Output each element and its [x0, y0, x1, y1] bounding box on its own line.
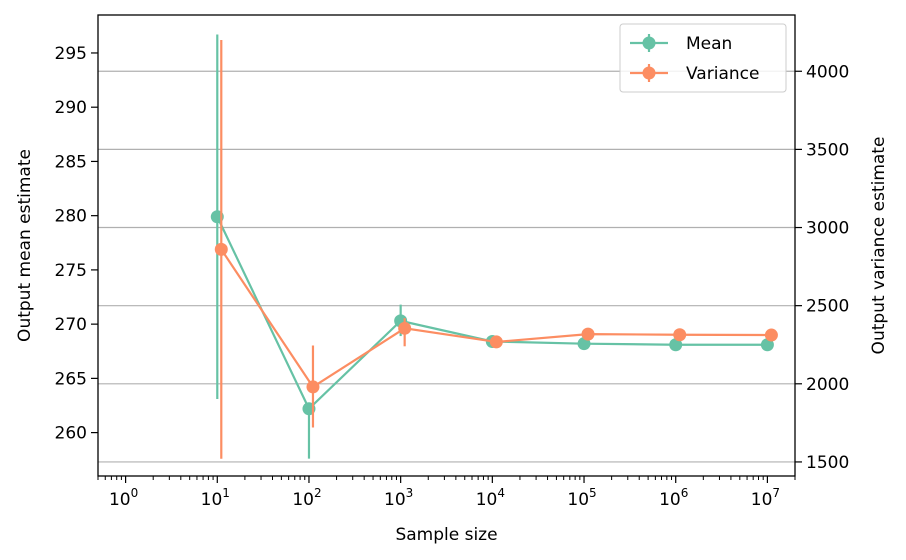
data-point-variance [489, 335, 503, 349]
y-right-tick-label: 1500 [806, 453, 849, 473]
data-point-variance [673, 328, 687, 342]
x-tick-label: 106 [659, 486, 688, 510]
y-left-tick-label: 295 [55, 44, 87, 64]
legend-label: Variance [686, 64, 759, 84]
y-right-tick-label: 3000 [806, 219, 849, 239]
data-point-variance [581, 327, 595, 341]
y-left-tick-label: 260 [55, 424, 87, 444]
x-axis-label: Sample size [395, 525, 497, 545]
y-left-tick-label: 265 [55, 369, 87, 389]
series-line-mean [216, 216, 768, 411]
legend-label: Mean [686, 34, 732, 54]
plot-frame [97, 14, 796, 477]
y-left-tick-label: 270 [55, 315, 87, 335]
y-axis-right-label: Output variance estimate [869, 137, 889, 355]
x-tick-label: 102 [292, 486, 321, 510]
data-point-variance [214, 242, 228, 256]
legend: Mean Variance [619, 23, 787, 93]
y-right-tick-label: 2500 [806, 297, 849, 317]
axis-layer: 260 265 270 275 280 285 290 295 1500 2000 2500 3000… [55, 44, 850, 510]
y-left-tick-label: 275 [55, 261, 87, 281]
x-tick-label: 101 [201, 486, 230, 510]
grid-layer [98, 70, 795, 463]
y-left-tick-label: 285 [55, 152, 87, 172]
x-tick-label: 100 [109, 486, 138, 510]
data-point-variance [306, 380, 320, 394]
legend-box [619, 23, 787, 93]
x-tick-label: 107 [751, 486, 780, 510]
data-point-variance [764, 328, 778, 342]
legend-swatch-marker [642, 66, 656, 80]
series-layer [210, 34, 778, 459]
y-left-tick-label: 290 [55, 98, 87, 118]
y-right-tick-label: 2000 [806, 375, 849, 395]
y-right-tick-label: 3500 [806, 140, 849, 160]
legend-swatch-marker [642, 36, 656, 50]
x-tick-label: 105 [567, 486, 596, 510]
data-point-mean [669, 338, 683, 352]
data-point-variance [398, 321, 412, 335]
x-tick-label: 104 [476, 486, 505, 510]
y-right-tick-label: 4000 [806, 62, 849, 82]
series-line-variance [220, 248, 772, 389]
y-axis-left-label: Output mean estimate [15, 149, 35, 342]
y-left-tick-label: 280 [55, 207, 87, 227]
x-tick-label: 103 [384, 486, 413, 510]
data-point-mean [760, 338, 774, 352]
